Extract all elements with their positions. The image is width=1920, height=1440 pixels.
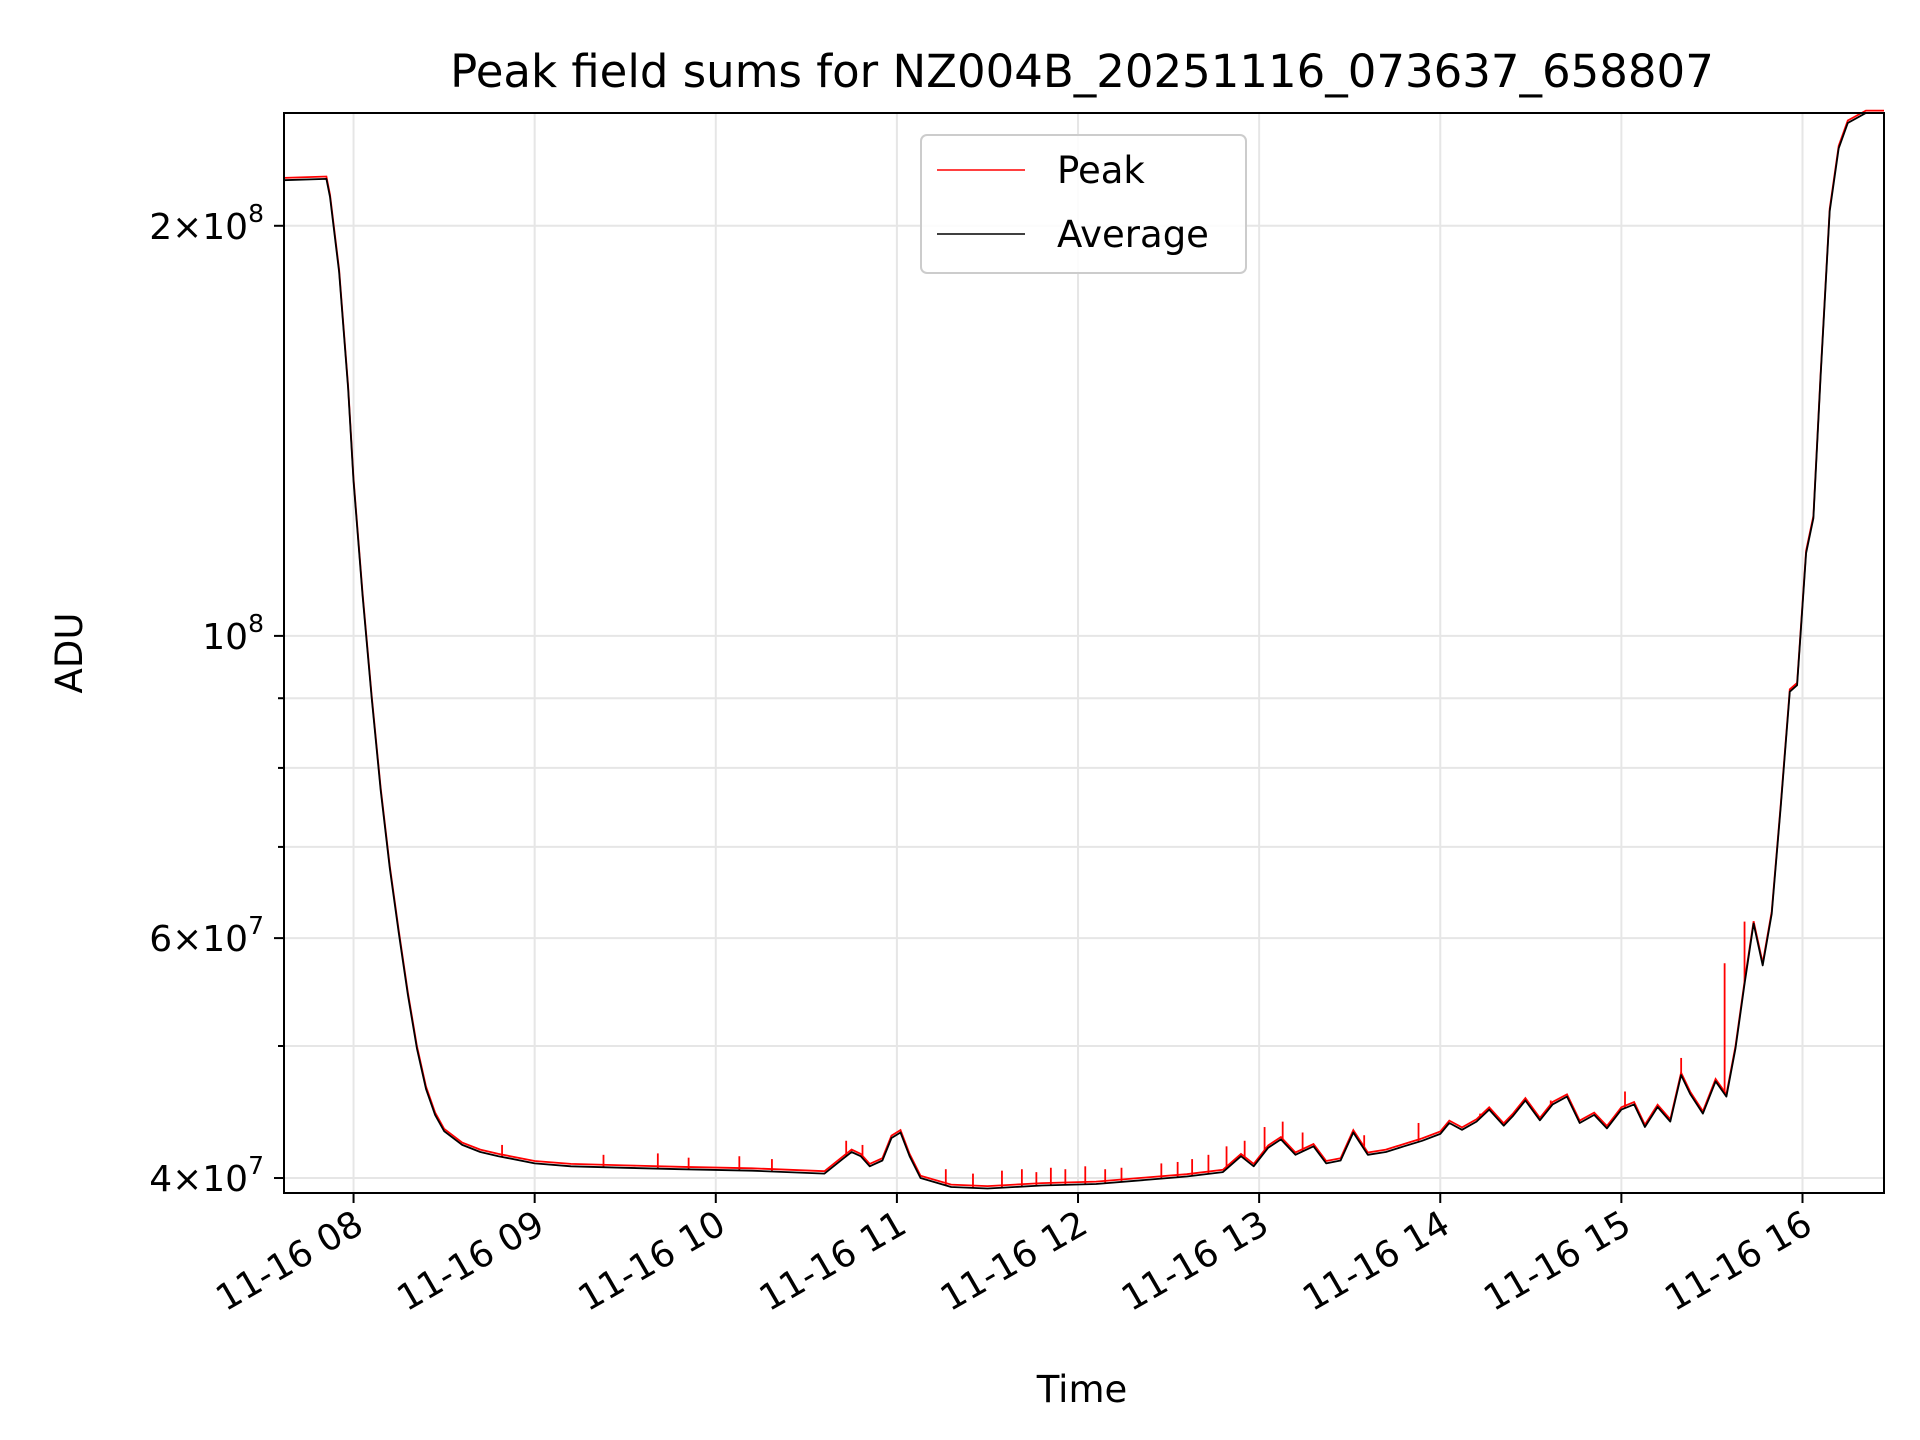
average-series-line [283, 112, 1884, 1190]
legend-peak-label: Peak [1057, 149, 1145, 192]
legend-average-label: Average [1057, 213, 1209, 256]
y-tick-exponent: 8 [248, 199, 264, 228]
y-axis-label: ADU [48, 613, 91, 694]
chart-title: Peak field sums for NZ004B_20251116_0736… [450, 45, 1714, 98]
x-axis-label: Time [1036, 1368, 1128, 1411]
y-tick-exponent: 7 [248, 911, 264, 940]
plot-frame [283, 112, 1885, 1194]
y-tick-exponent: 7 [248, 1151, 264, 1180]
y-tick-label: 4×107 [149, 1151, 264, 1200]
y-tick-label: 108 [202, 609, 264, 658]
y-tick-base: 4×10 [149, 1159, 248, 1200]
plot-series [283, 109, 1884, 1190]
y-tick-base: 6×10 [149, 919, 248, 960]
y-tick-base: 10 [202, 617, 248, 658]
y-tick-label: 6×107 [149, 911, 264, 960]
y-tick-exponent: 8 [248, 609, 264, 638]
grid [284, 113, 1884, 1193]
y-tick-base: 2×10 [149, 207, 248, 248]
legend: Peak Average [920, 134, 1247, 274]
y-tick-label: 2×108 [149, 199, 264, 248]
